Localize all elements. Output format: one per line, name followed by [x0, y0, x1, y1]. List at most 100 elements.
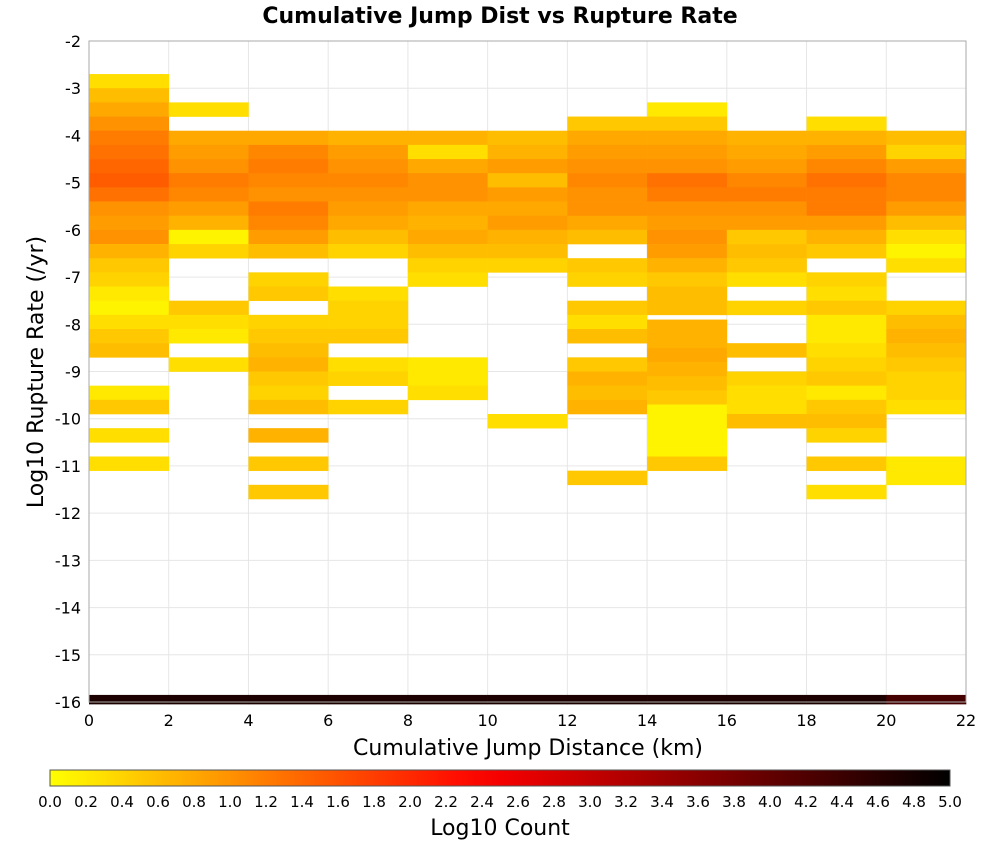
- colorbar-tick-label: 3.8: [722, 793, 746, 811]
- heatmap-cell: [407, 173, 488, 188]
- heatmap-cell: [89, 144, 170, 160]
- heatmap-cell: [886, 215, 967, 231]
- heatmap-cell: [328, 314, 409, 330]
- colorbar-tick-label: 3.0: [578, 793, 602, 811]
- colorbar-tick-label: 0.8: [182, 793, 206, 811]
- heatmap-cell: [248, 201, 329, 216]
- heatmap-cell: [886, 470, 967, 486]
- heatmap-cell: [886, 159, 967, 174]
- colorbar-tick-label: 4.4: [830, 793, 854, 811]
- colorbar-tick-label: 1.8: [362, 793, 386, 811]
- heatmap-cell: [806, 286, 887, 301]
- heatmap-cell: [647, 258, 728, 273]
- heatmap-cell: [248, 286, 329, 301]
- heatmap-cell: [806, 272, 887, 287]
- heatmap-cell: [886, 343, 967, 358]
- heatmap-cell: [647, 272, 728, 287]
- heatmap-cell: [328, 300, 409, 316]
- heatmap-cell: [89, 385, 170, 401]
- colorbar-tick-label: 3.2: [614, 793, 638, 811]
- heatmap-cell: [168, 357, 249, 372]
- x-tick-label: 14: [637, 711, 657, 730]
- heatmap-cell: [168, 201, 249, 216]
- heatmap-cell: [407, 229, 488, 245]
- y-axis-label: Log10 Rupture Rate (/yr): [24, 236, 49, 508]
- heatmap-cell: [647, 404, 728, 420]
- heatmap-cell: [168, 329, 249, 344]
- heatmap-cell: [726, 229, 807, 245]
- heatmap-cell: [726, 215, 807, 231]
- colorbar-tick-label: 3.4: [650, 793, 674, 811]
- heatmap-cell: [328, 173, 409, 188]
- heatmap-cell: [726, 187, 807, 202]
- heatmap-cell: [407, 385, 488, 401]
- heatmap-cell: [647, 144, 728, 160]
- colorbar: [49, 769, 951, 787]
- heatmap-cell: [567, 173, 648, 188]
- heatmap-cell: [886, 229, 967, 245]
- x-tick-label: 22: [956, 711, 976, 730]
- heatmap-cell: [726, 244, 807, 259]
- heatmap-cell: [328, 159, 409, 174]
- heatmap-cell: [647, 116, 728, 132]
- heatmap-cell: [328, 144, 409, 160]
- heatmap-cell: [567, 229, 648, 245]
- y-tick-label: -6: [65, 221, 81, 240]
- heatmap-cell: [806, 215, 887, 231]
- heatmap-cell: [487, 215, 568, 231]
- y-tick-label: -12: [55, 504, 81, 523]
- heatmap-cell: [886, 300, 967, 316]
- heatmap-cell: [647, 187, 728, 202]
- heatmap-cell: [726, 272, 807, 287]
- heatmap-cell: [487, 413, 568, 429]
- heatmap-cell: [89, 215, 170, 231]
- colorbar-tick-label: 0.2: [74, 793, 98, 811]
- heatmap-cell: [647, 229, 728, 245]
- heatmap-cell: [89, 286, 170, 301]
- heatmap-cell: [407, 215, 488, 231]
- heatmap-cell: [886, 173, 967, 188]
- heatmap-cell: [487, 159, 568, 174]
- heatmap-cell: [89, 88, 170, 103]
- y-tick-label: -7: [65, 268, 81, 287]
- heatmap-cell: [567, 329, 648, 344]
- heatmap-cell: [168, 130, 249, 146]
- heatmap-cell: [248, 428, 329, 443]
- heatmap-cell: [726, 159, 807, 174]
- heatmap-cell: [726, 371, 807, 386]
- heatmap-cell: [806, 484, 887, 500]
- heatmap-cell: [647, 244, 728, 259]
- heatmap-cell: [328, 357, 409, 372]
- heatmap-cell: [806, 244, 887, 259]
- heatmap-cell: [248, 144, 329, 160]
- x-tick-label: 6: [323, 711, 333, 730]
- heatmap-cell: [567, 215, 648, 231]
- heatmap-cell: [168, 314, 249, 330]
- heatmap-cell: [806, 456, 887, 471]
- colorbar-tick-label: 4.2: [794, 793, 818, 811]
- y-axis-ticks: -2 -3 -4 -5 -6 -7 -8 -9 -10 -11 -12 -13 -14 -15 -16: [55, 32, 81, 712]
- heatmap-cell: [806, 201, 887, 216]
- heatmap-cell: [806, 329, 887, 344]
- heatmap-cell: [726, 173, 807, 188]
- x-tick-label: 8: [403, 711, 413, 730]
- heatmap-cell: [647, 300, 728, 316]
- colorbar-tick-label: 0.0: [38, 793, 62, 811]
- heatmap-cell-bottom: [248, 694, 329, 705]
- heatmap-cell: [89, 187, 170, 202]
- heatmap-cell: [168, 187, 249, 202]
- heatmap-cell: [726, 413, 807, 429]
- heatmap-cell: [328, 371, 409, 386]
- heatmap-cell: [407, 159, 488, 174]
- heatmap-cell: [487, 201, 568, 216]
- heatmap-cell: [328, 215, 409, 231]
- heatmap-cell: [726, 399, 807, 415]
- heatmap-cell: [806, 116, 887, 132]
- heatmap-cell: [328, 244, 409, 259]
- heatmap-cell: [567, 357, 648, 372]
- heatmap-cell: [567, 201, 648, 216]
- heatmap-cell: [328, 329, 409, 344]
- heatmap-cell: [647, 173, 728, 188]
- heatmap-cell: [806, 144, 887, 160]
- y-tick-label: -16: [55, 693, 81, 712]
